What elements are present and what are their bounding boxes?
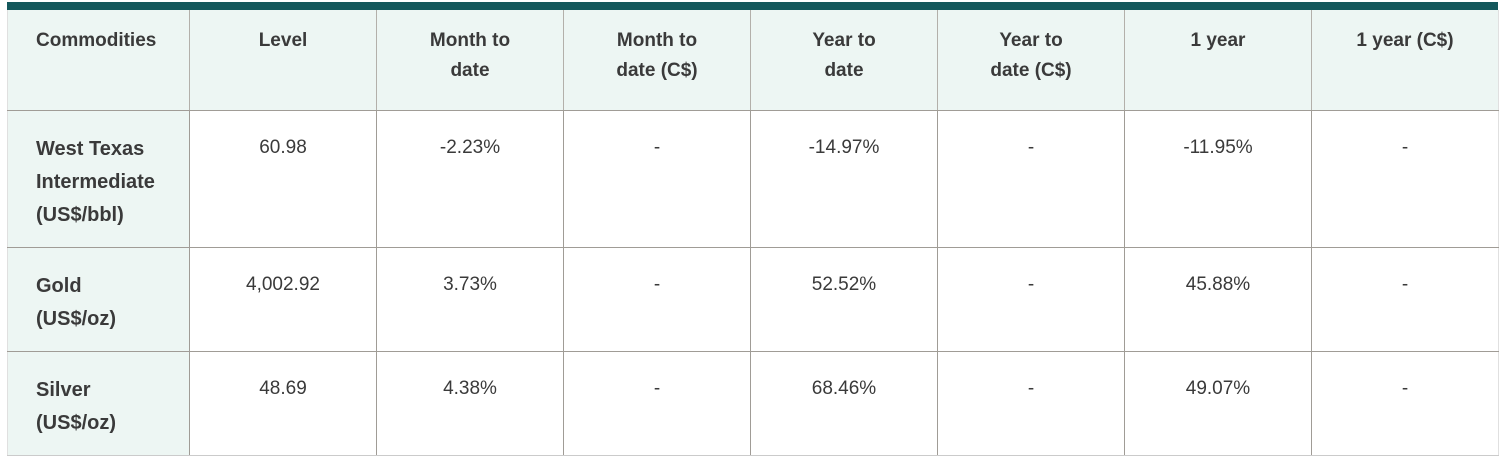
col-header-year-to-date-cad: Year to date (C$) <box>937 10 1125 111</box>
cell-gold-1-year-cad: - <box>1311 246 1499 352</box>
cell-gold-year-to-date-cad: - <box>937 246 1125 352</box>
cell-wti-month-to-date-cad: - <box>563 109 751 248</box>
commodities-widget: Commodities Level Month to date Month to… <box>7 2 1499 456</box>
cell-gold-month-to-date: 3.73% <box>376 246 564 352</box>
row-label-gold: Gold (US$/oz) <box>7 246 190 352</box>
cell-gold-year-to-date: 52.52% <box>750 246 938 352</box>
cell-gold-1-year: 45.88% <box>1124 246 1312 352</box>
cell-silver-1-year-cad: - <box>1311 350 1499 456</box>
table-row-gold: Gold (US$/oz) 4,002.92 3.73% - 52.52% - … <box>7 246 1499 352</box>
col-header-month-to-date: Month to date <box>376 10 564 111</box>
cell-silver-year-to-date: 68.46% <box>750 350 938 456</box>
cell-wti-1-year-cad: - <box>1311 109 1499 248</box>
table-header-row: Commodities Level Month to date Month to… <box>7 10 1499 111</box>
row-label-west-texas-intermediate: West Texas Intermediate (US$/bbl) <box>7 109 190 248</box>
col-header-month-to-date-cad: Month to date (C$) <box>563 10 751 111</box>
cell-silver-level: 48.69 <box>189 350 377 456</box>
col-header-1-year: 1 year <box>1124 10 1312 111</box>
col-header-level: Level <box>189 10 377 111</box>
table-row-wti: West Texas Intermediate (US$/bbl) 60.98 … <box>7 109 1499 248</box>
cell-wti-level: 60.98 <box>189 109 377 248</box>
row-label-silver: Silver (US$/oz) <box>7 350 190 456</box>
cell-gold-month-to-date-cad: - <box>563 246 751 352</box>
cell-gold-level: 4,002.92 <box>189 246 377 352</box>
col-header-1-year-cad: 1 year (C$) <box>1311 10 1499 111</box>
cell-silver-year-to-date-cad: - <box>937 350 1125 456</box>
col-header-commodities: Commodities <box>7 10 190 111</box>
cell-wti-month-to-date: -2.23% <box>376 109 564 248</box>
commodities-table: Commodities Level Month to date Month to… <box>7 10 1499 456</box>
col-header-year-to-date: Year to date <box>750 10 938 111</box>
cell-wti-1-year: -11.95% <box>1124 109 1312 248</box>
cell-wti-year-to-date-cad: - <box>937 109 1125 248</box>
cell-wti-year-to-date: -14.97% <box>750 109 938 248</box>
table-row-silver: Silver (US$/oz) 48.69 4.38% - 68.46% - 4… <box>7 350 1499 456</box>
cell-silver-month-to-date: 4.38% <box>376 350 564 456</box>
cell-silver-1-year: 49.07% <box>1124 350 1312 456</box>
table-top-accent-bar <box>7 2 1498 10</box>
cell-silver-month-to-date-cad: - <box>563 350 751 456</box>
